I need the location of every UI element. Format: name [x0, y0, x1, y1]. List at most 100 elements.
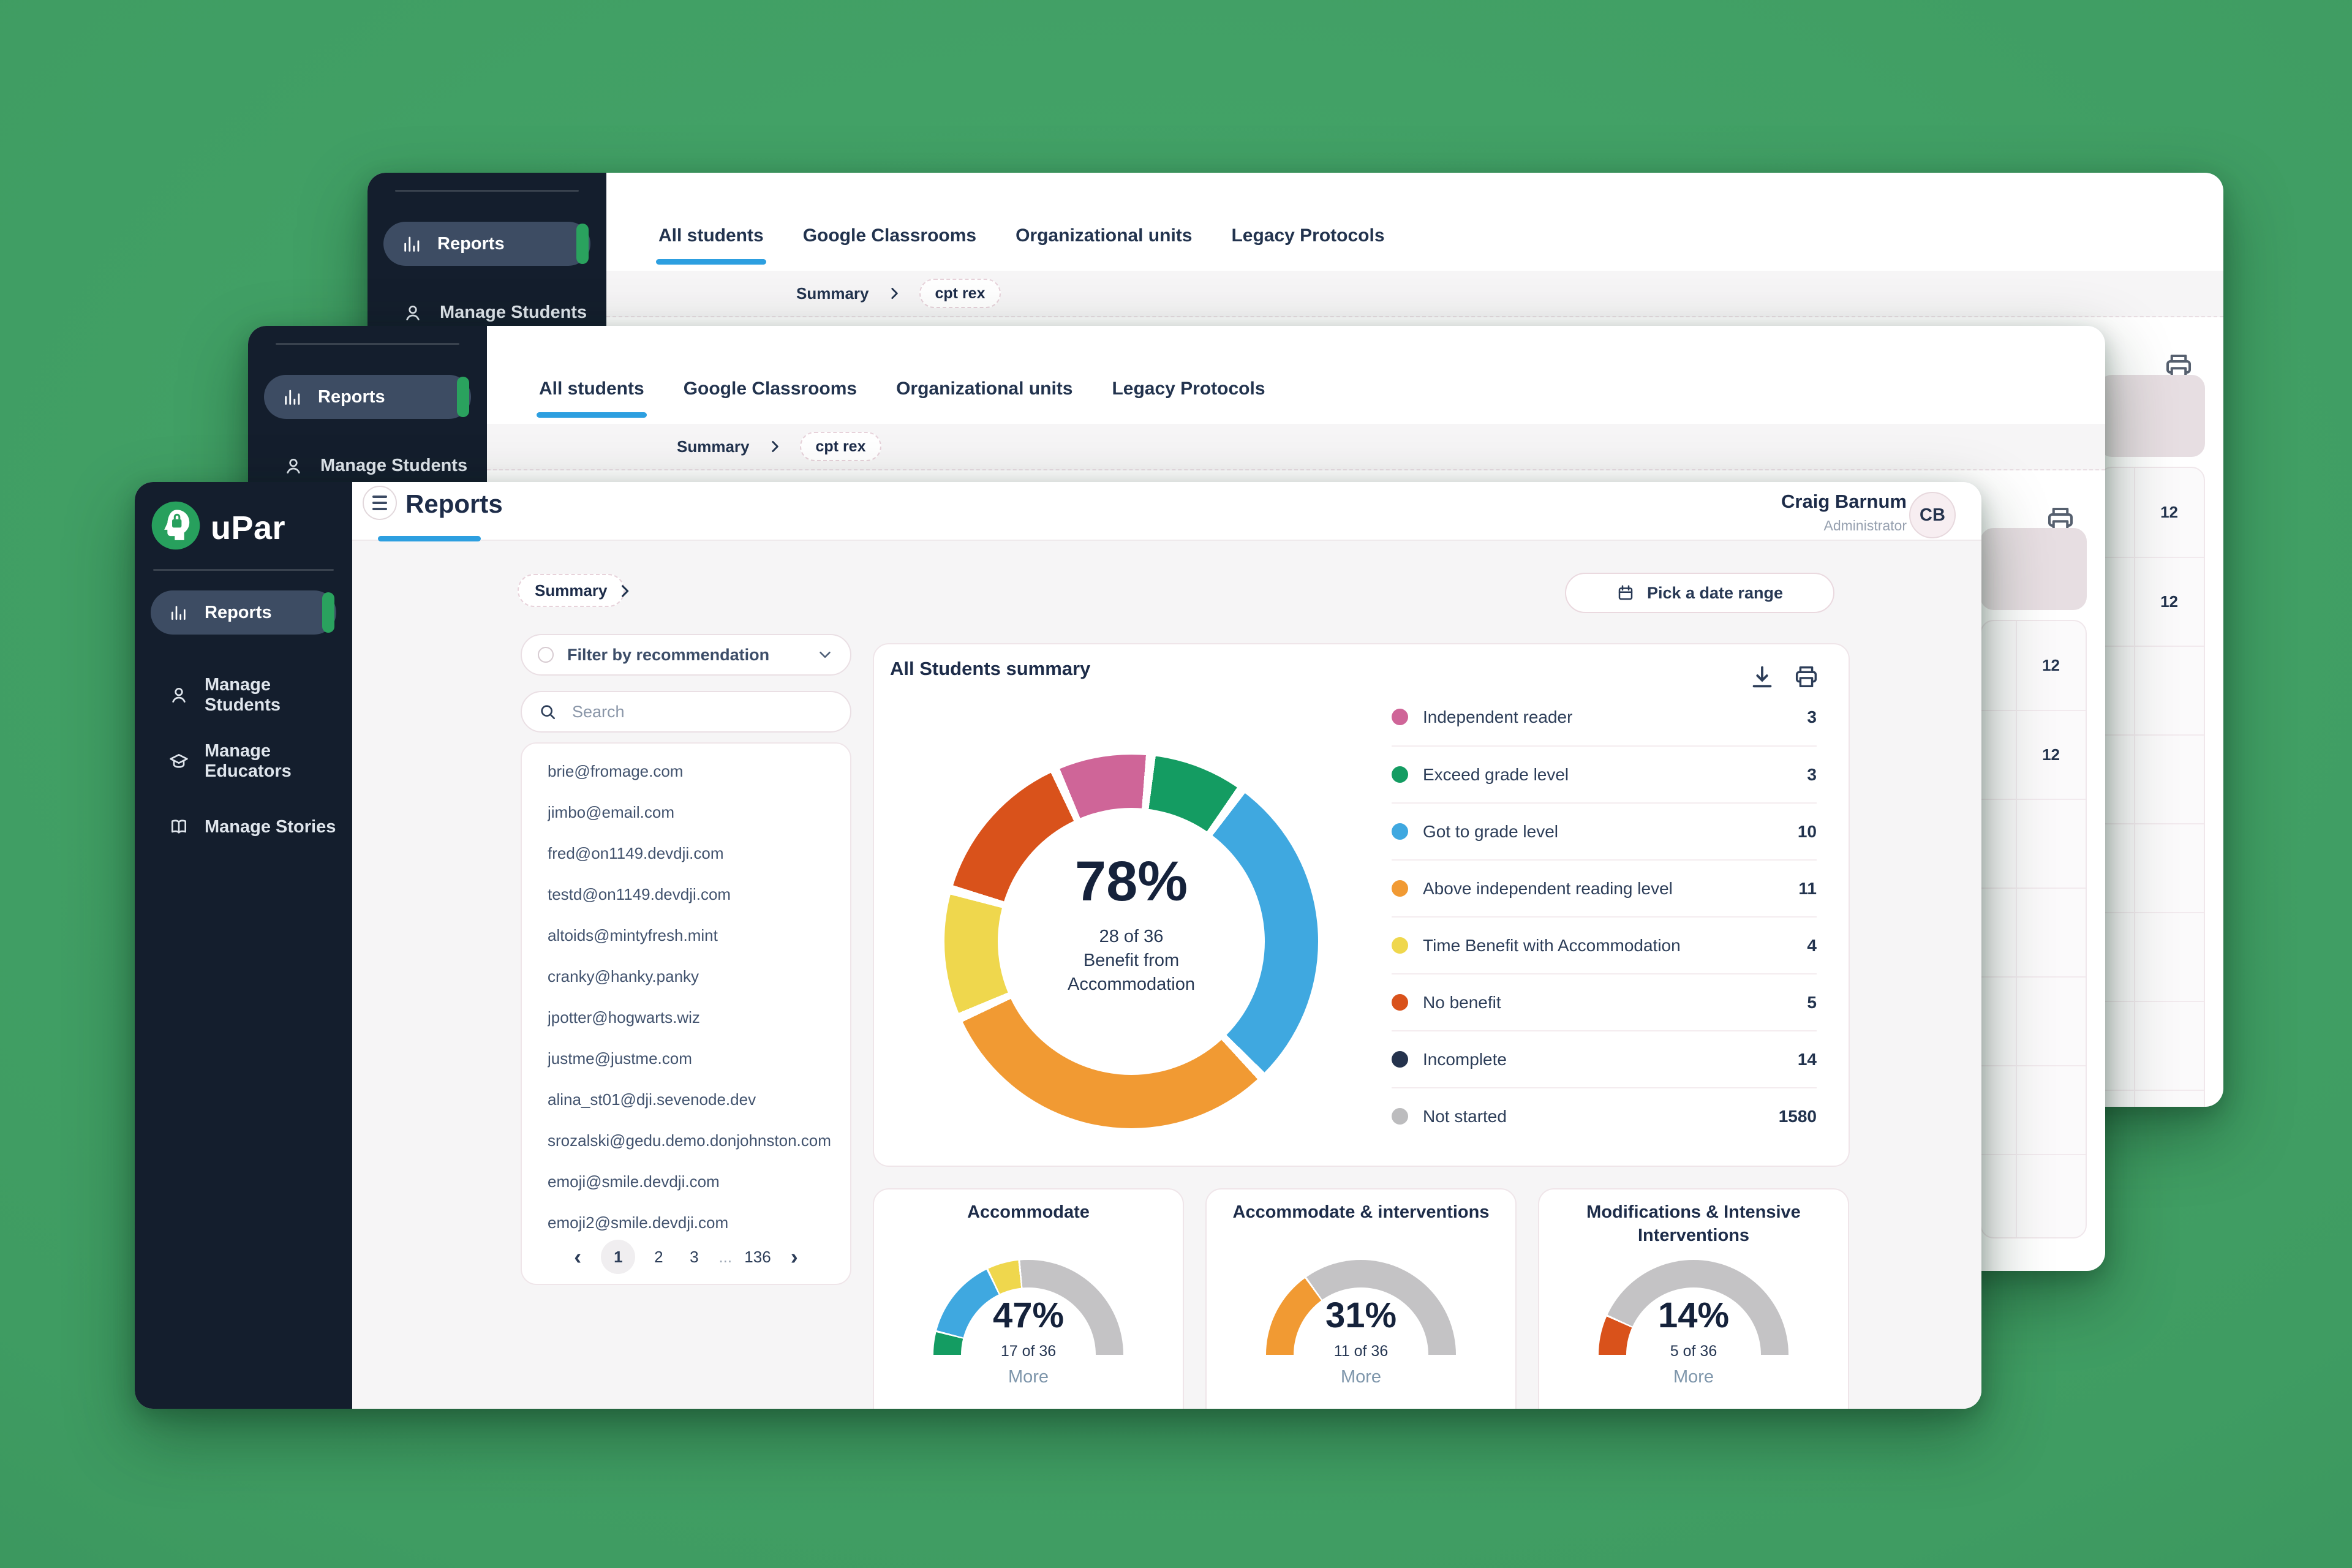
window-front: uPar Reports Manage Students Manage Educat…	[135, 482, 1981, 1409]
list-item-email: testd@on1149.devdji.com	[548, 885, 731, 903]
more-link[interactable]: More	[1340, 1367, 1382, 1387]
download-icon[interactable]	[1748, 663, 1776, 691]
sidebar: uPar Reports Manage Students Manage Educat…	[135, 482, 352, 1409]
pagination-page-1[interactable]: 1	[601, 1240, 636, 1274]
bar-chart-icon	[169, 603, 189, 622]
legend-color-dot	[1392, 1051, 1408, 1068]
gauge-title: Accommodate	[967, 1202, 1090, 1222]
tab-label: Organizational units	[1016, 225, 1193, 246]
pagination-prev-button[interactable]: ‹	[565, 1240, 590, 1274]
tab-bar: All students Google Classrooms Organizatio…	[537, 379, 1265, 418]
gauge-chart	[1266, 1260, 1456, 1409]
sidebar-item-reports[interactable]: Reports	[383, 222, 590, 266]
pagination: ‹ 1 2 3... 136 ›	[522, 1240, 850, 1274]
hamburger-menu-button[interactable]	[363, 486, 397, 520]
sidebar-item-label: Reports	[437, 233, 505, 254]
table-row	[1981, 799, 2086, 888]
legend-row: Got to grade level 10	[1392, 802, 1817, 859]
donut-caption-line: Accommodation	[1068, 974, 1195, 994]
chevron-right-icon	[616, 582, 633, 600]
legend-row: Independent reader 3	[1392, 688, 1817, 745]
tab-label: All students	[658, 225, 764, 246]
legend-count: 5	[1807, 992, 1817, 1012]
tab-legacy-protocols[interactable]: Legacy Protocols	[1112, 379, 1265, 418]
tab-label: Google Classrooms	[802, 225, 977, 246]
card-title: All Students summary	[890, 658, 1091, 679]
legend-color-dot	[1392, 880, 1408, 897]
donut-hole	[998, 808, 1265, 1075]
sidebar-item-label: Manage Students	[320, 456, 468, 475]
sidebar-item-label: Reports	[205, 602, 272, 622]
breadcrumb-summary-chip[interactable]: Summary	[518, 574, 625, 607]
breadcrumb-root[interactable]: Summary	[796, 284, 869, 303]
gauge-card-modifications-intensive-interventions: Modifications & Intensive Interventions 1…	[1538, 1188, 1849, 1409]
sidebar-item-manage-stories[interactable]: Manage Stories	[151, 805, 336, 849]
sidebar-item-reports[interactable]: Reports	[264, 375, 471, 419]
legend-label: Time Benefit with Accommodation	[1423, 935, 1681, 955]
list-item-email: alina_st01@dji.sevenode.dev	[548, 1090, 756, 1109]
donut-percent: 78%	[1074, 850, 1188, 913]
sidebar-item-manage-students[interactable]: Manage Students	[403, 303, 587, 323]
breadcrumb-root[interactable]: Summary	[677, 437, 750, 456]
pagination-page-3[interactable]: 3	[682, 1240, 706, 1274]
sidebar-item-manage-educators[interactable]: Manage Educators	[151, 739, 336, 783]
gauge-hole	[961, 1287, 1096, 1409]
tab-organizational-units[interactable]: Organizational units	[896, 379, 1072, 418]
donut-caption-line: 28 of 36	[1099, 927, 1164, 946]
legend-color-dot	[1392, 823, 1408, 840]
gauge-percent: 47%	[992, 1295, 1065, 1335]
chevron-down-icon	[816, 646, 834, 664]
tab-all-students[interactable]: All students	[656, 225, 766, 265]
email-list: brie@fromage.com jimbo@email.com fred@on11…	[548, 751, 838, 1243]
pagination-page-2[interactable]: 2	[646, 1240, 671, 1274]
avatar[interactable]: CB	[1909, 492, 1956, 538]
sidebar-item-manage-students[interactable]: Manage Students	[151, 673, 336, 717]
tab-label: All students	[539, 379, 644, 399]
tab-label: Google Classrooms	[683, 379, 858, 399]
breadcrumb-current-chip[interactable]: cpt rex	[919, 279, 1001, 308]
calendar-icon	[1616, 584, 1635, 602]
search-input[interactable]	[571, 701, 834, 722]
sidebar-item-manage-students[interactable]: Manage Students	[284, 456, 467, 476]
legend-count: 4	[1807, 935, 1817, 955]
date-range-button[interactable]: Pick a date range	[1565, 573, 1834, 613]
pagination-next-button[interactable]: ›	[782, 1240, 807, 1274]
upar-logo-icon	[151, 500, 201, 551]
list-item-email: fred@on1149.devdji.com	[548, 844, 724, 862]
bar-chart-icon	[402, 233, 423, 254]
table-row	[1981, 1065, 2086, 1154]
legend-label: Not started	[1423, 1106, 1507, 1126]
chevron-right-icon	[886, 285, 902, 301]
legend-row: Exceed grade level 3	[1392, 745, 1817, 802]
donut-center-text: 78% 28 of 36 Benefit from Accommodation	[998, 790, 1265, 1057]
gauge-fraction: 11 of 36	[1333, 1343, 1389, 1360]
legend-count: 1580	[1778, 1106, 1817, 1126]
tab-google-classrooms[interactable]: Google Classrooms	[803, 225, 976, 265]
pagination-page-136[interactable]: 136	[744, 1240, 771, 1274]
table-row	[2100, 734, 2204, 823]
calendar-grid: 12 12	[1980, 620, 2087, 1238]
legend-label: Exceed grade level	[1423, 764, 1569, 784]
tab-label: Organizational units	[896, 379, 1073, 399]
donut-caption-line: Benefit from	[1083, 951, 1180, 970]
all-students-summary-card: All Students summary 78% 28 of 36 Benefit…	[873, 643, 1850, 1167]
tab-all-students[interactable]: All students	[537, 379, 647, 418]
table-row	[2100, 1090, 2204, 1107]
tab-legacy-protocols[interactable]: Legacy Protocols	[1231, 225, 1384, 265]
print-icon[interactable]	[1792, 663, 1820, 691]
tab-google-classrooms[interactable]: Google Classrooms	[684, 379, 857, 418]
table-row: 12	[2100, 557, 2204, 646]
tab-label: Legacy Protocols	[1112, 379, 1265, 399]
table-row	[1981, 976, 2086, 1065]
tab-organizational-units[interactable]: Organizational units	[1016, 225, 1192, 265]
table-row	[2100, 646, 2204, 734]
bar-chart-icon	[282, 386, 303, 407]
tab-bar: All students Google Classrooms Organizatio…	[656, 225, 1385, 265]
more-link[interactable]: More	[1673, 1367, 1714, 1387]
sidebar-item-reports[interactable]: Reports	[151, 590, 336, 635]
breadcrumb-current-chip[interactable]: cpt rex	[799, 432, 882, 461]
more-link[interactable]: More	[1008, 1367, 1049, 1387]
filter-by-recommendation-select[interactable]: Filter by recommendation	[521, 634, 851, 676]
sidebar-item-label: Manage Stories	[205, 816, 336, 837]
legend-count: 3	[1807, 764, 1817, 784]
